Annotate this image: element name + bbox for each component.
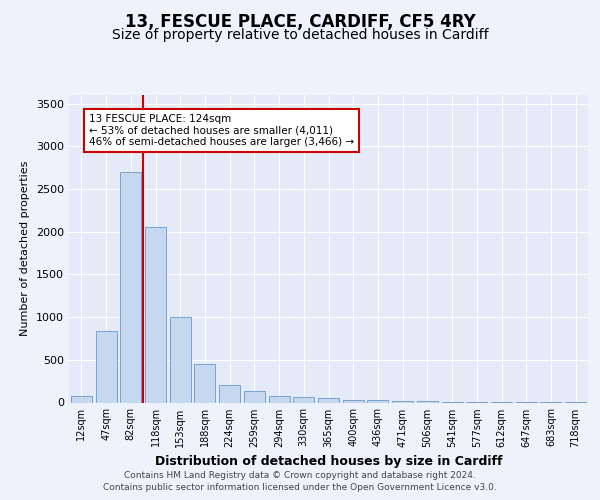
Bar [367,400,388,402]
Bar [318,398,339,402]
Text: Contains public sector information licensed under the Open Government Licence v3: Contains public sector information licen… [103,483,497,492]
Text: 13 FESCUE PLACE: 124sqm
← 53% of detached houses are smaller (4,011)
46% of semi: 13 FESCUE PLACE: 124sqm ← 53% of detache… [89,114,354,147]
Bar [269,396,290,402]
Bar [170,317,191,402]
Bar [219,386,240,402]
Bar [392,401,413,402]
Bar [343,400,364,402]
Text: Size of property relative to detached houses in Cardiff: Size of property relative to detached ho… [112,28,488,42]
Bar [145,228,166,402]
Bar [417,401,438,402]
Bar [95,331,116,402]
Bar [293,398,314,402]
X-axis label: Distribution of detached houses by size in Cardiff: Distribution of detached houses by size … [155,455,502,468]
Bar [194,364,215,403]
Y-axis label: Number of detached properties: Number of detached properties [20,161,31,336]
Bar [71,396,92,402]
Bar [120,172,141,402]
Text: 13, FESCUE PLACE, CARDIFF, CF5 4RY: 13, FESCUE PLACE, CARDIFF, CF5 4RY [125,14,475,32]
Bar [244,392,265,402]
Text: Contains HM Land Registry data © Crown copyright and database right 2024.: Contains HM Land Registry data © Crown c… [124,472,476,480]
